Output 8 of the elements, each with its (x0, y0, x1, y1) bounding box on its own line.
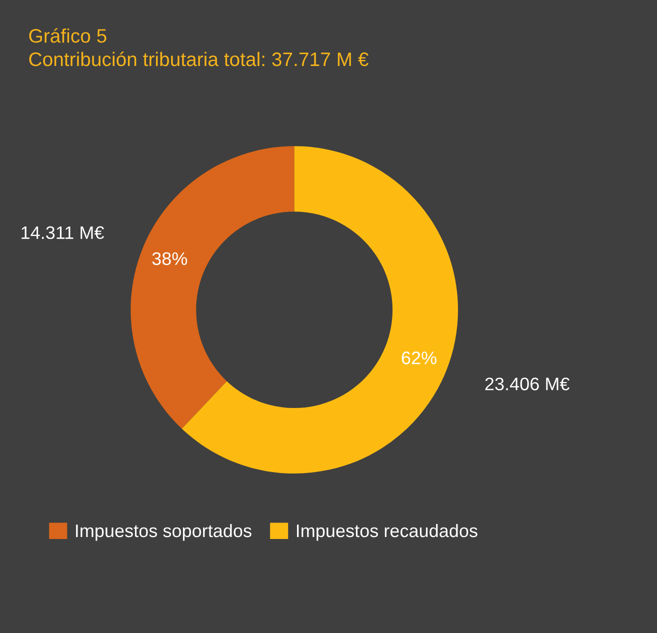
chart-title: Gráfico 5 (29, 28, 106, 43)
legend-label: Impuestos recaudados (297, 524, 478, 541)
chart-subtitle: Contribución tributaria total: 37.717 M € (29, 52, 368, 66)
text: 62% (402, 352, 436, 364)
data-label: 14.311 M€ (22, 226, 104, 240)
data-label: 23.406 M€ (485, 378, 570, 390)
legend-label: Impuestos soportados (76, 524, 252, 541)
text: 38% (152, 252, 188, 266)
